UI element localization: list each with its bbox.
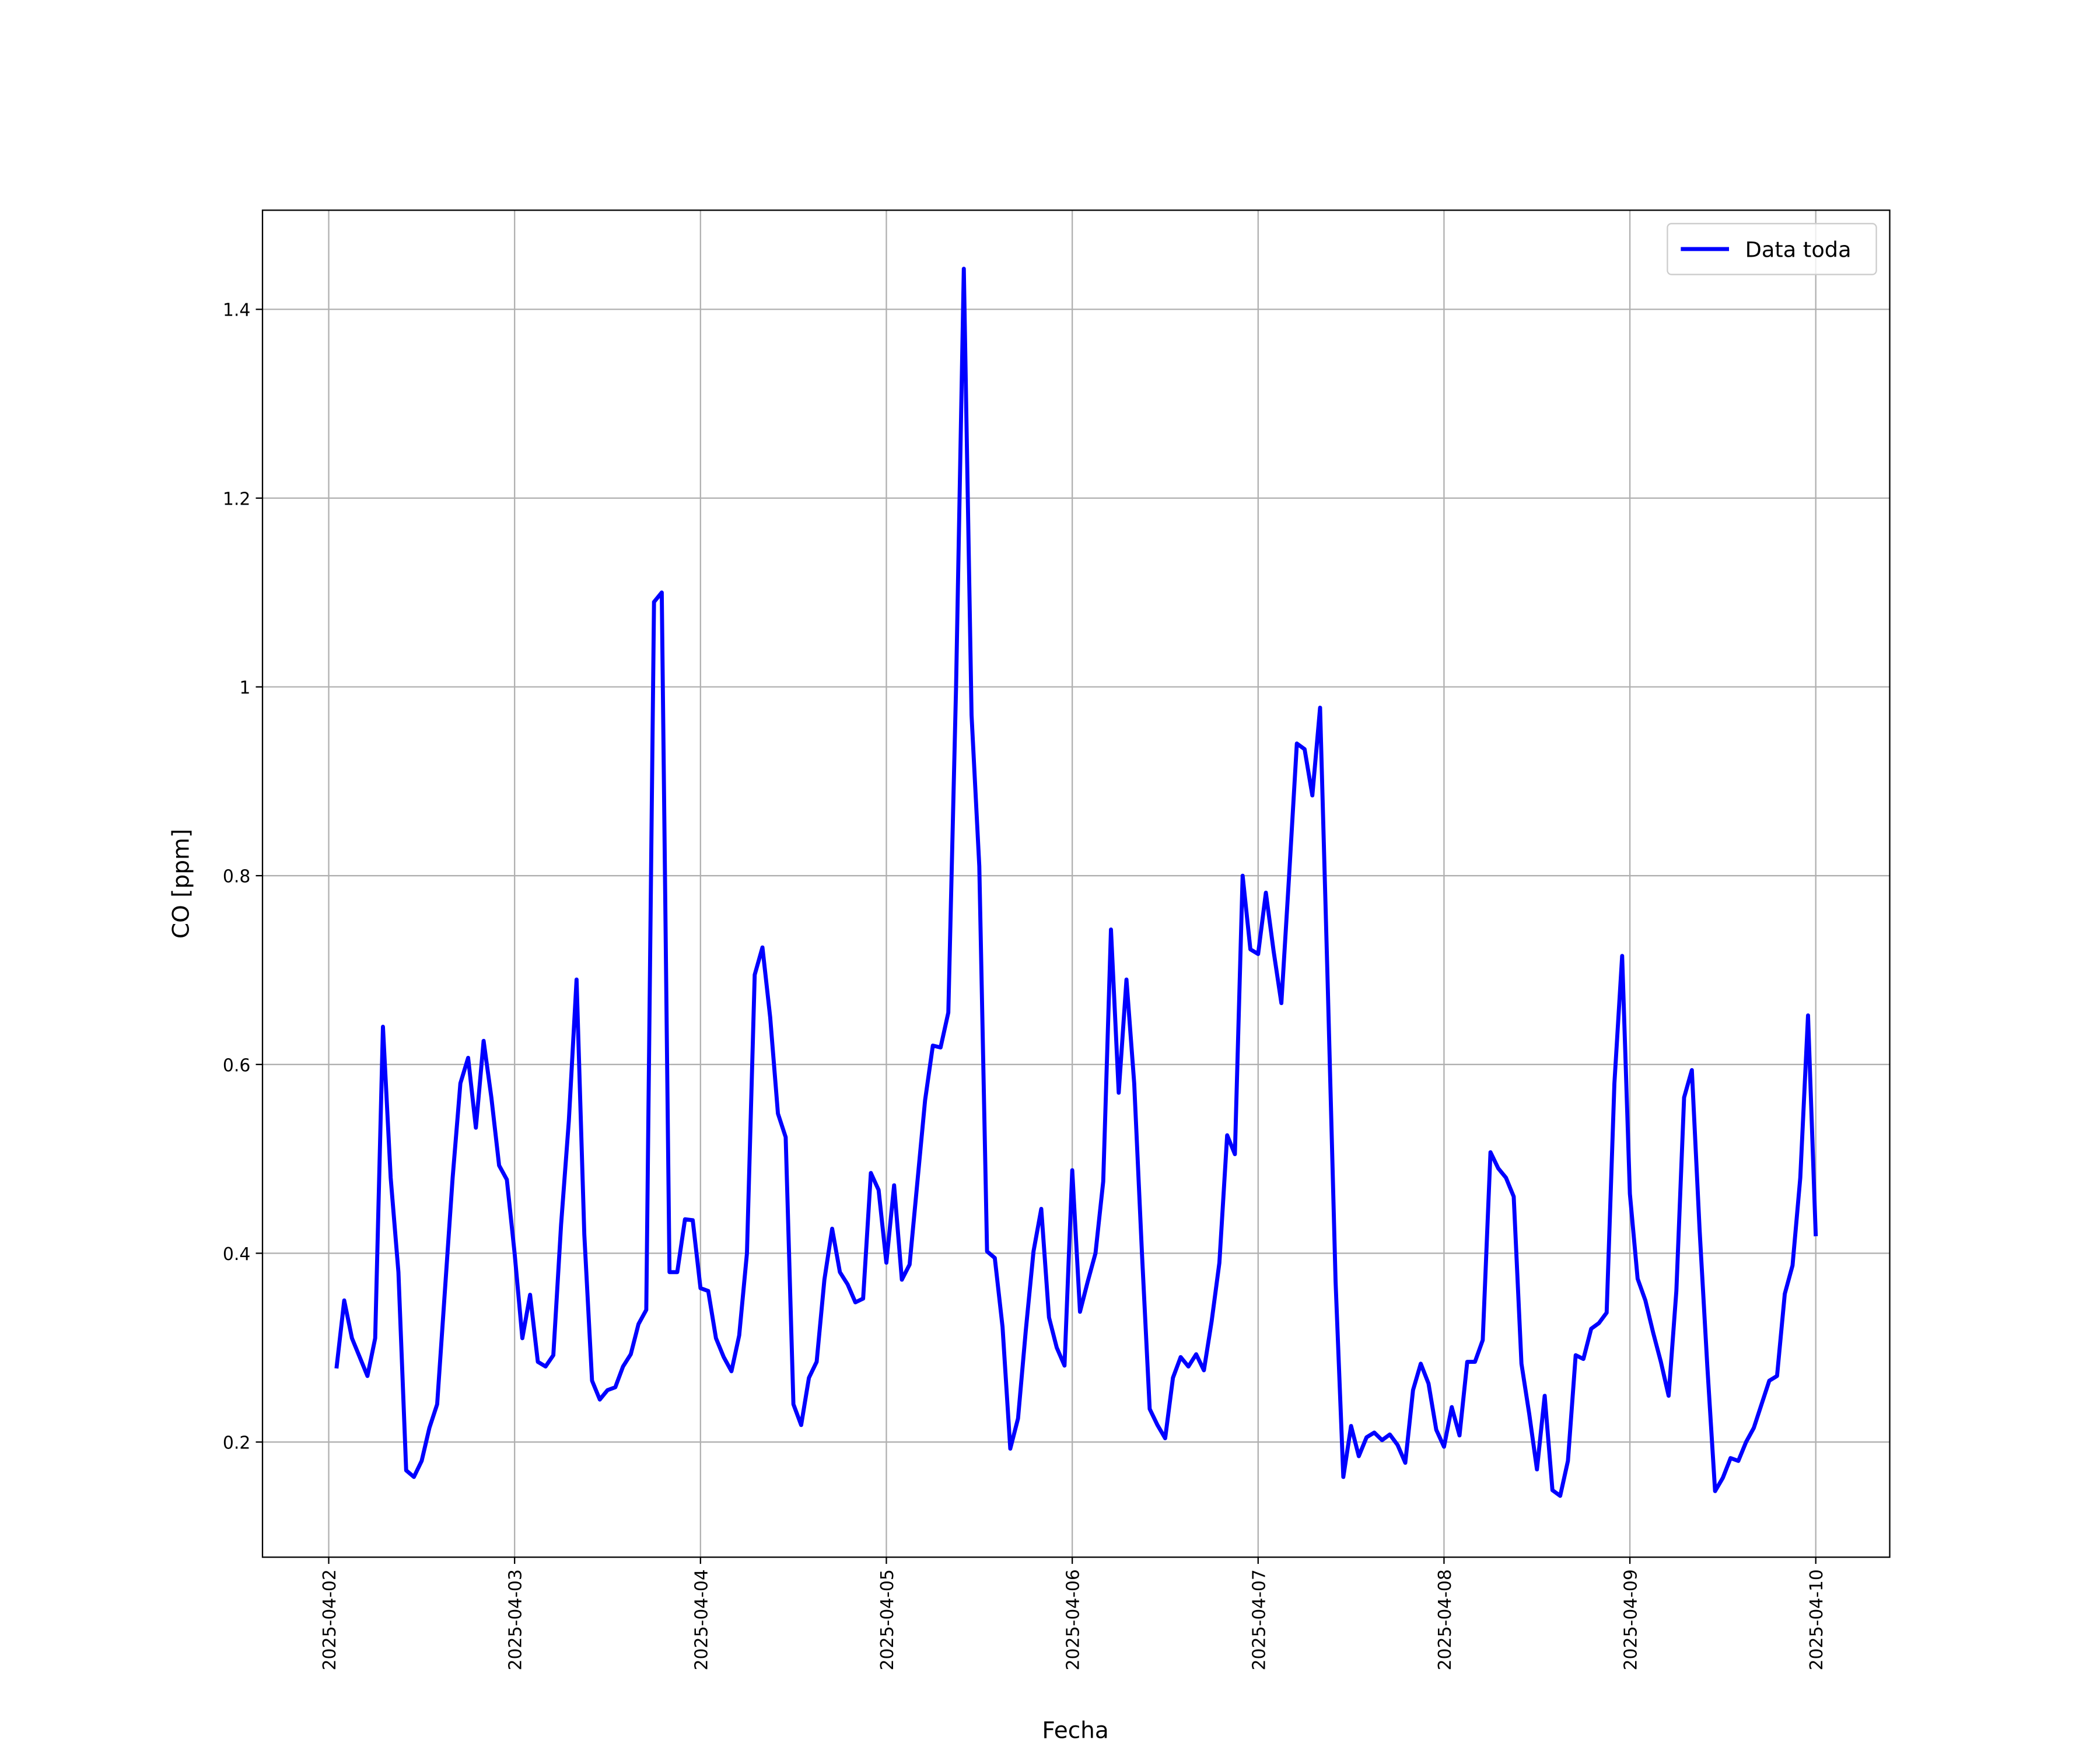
x-tick-label: 2025-04-03 xyxy=(506,1569,526,1670)
y-tick-label: 0.6 xyxy=(223,1055,250,1076)
legend-box xyxy=(1667,223,1877,275)
y-tick-label: 1 xyxy=(239,678,250,698)
x-tick-label: 2025-04-08 xyxy=(1435,1569,1455,1670)
y-tick-label: 1.2 xyxy=(223,489,250,509)
y-tick-label: 0.4 xyxy=(223,1244,250,1265)
x-tick-label: 2025-04-09 xyxy=(1621,1569,1642,1670)
legend-label: Data toda xyxy=(1745,237,1852,262)
x-tick-label: 2025-04-06 xyxy=(1063,1569,1084,1670)
x-tick-label: 2025-04-02 xyxy=(320,1569,340,1670)
y-tick-label: 1.4 xyxy=(223,300,250,321)
x-tick-label: 2025-04-05 xyxy=(877,1569,898,1670)
legend: Data toda xyxy=(1667,223,1877,275)
x-axis-label: Fecha xyxy=(1042,1717,1108,1744)
ticks: 0.2 0.4 0.6 0.8 1 1.2 1.4 2025-04-02 2025-04-03 2… xyxy=(223,300,1827,1671)
y-tick-label: 0.2 xyxy=(223,1433,250,1454)
axes-frame xyxy=(261,209,1891,1558)
plot-area xyxy=(334,267,1818,1498)
data-line xyxy=(334,267,1818,1498)
y-axis-label: CO [ppm] xyxy=(169,829,195,939)
x-tick-label: 2025-04-10 xyxy=(1807,1569,1827,1670)
x-tick-label: 2025-04-07 xyxy=(1249,1569,1269,1670)
y-tick-label: 0.8 xyxy=(223,867,250,887)
x-tick-label: 2025-04-04 xyxy=(691,1569,712,1670)
grid xyxy=(262,210,1890,1558)
